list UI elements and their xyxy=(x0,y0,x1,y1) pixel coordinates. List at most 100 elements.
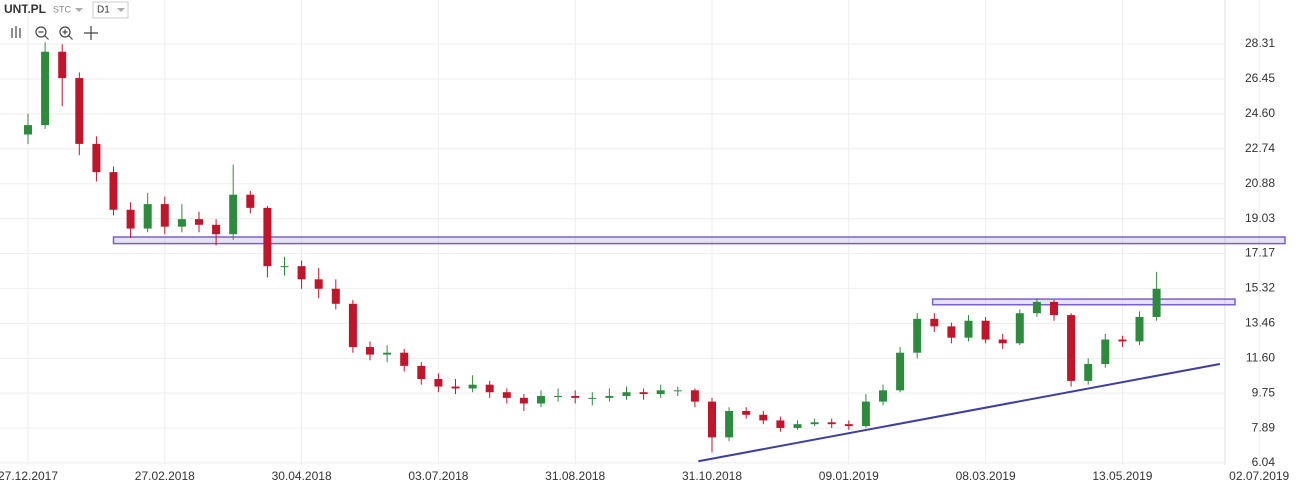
zone xyxy=(112,236,1286,245)
candle-body xyxy=(742,411,751,415)
candle-body xyxy=(451,386,460,389)
candle-body xyxy=(656,390,665,395)
candle-body xyxy=(622,392,631,396)
candle-body xyxy=(263,207,272,267)
tool-icons[interactable] xyxy=(11,26,98,40)
y-tick-label: 11.60 xyxy=(1246,351,1275,365)
candle-body xyxy=(177,219,186,227)
candle-body xyxy=(605,395,614,398)
x-tick-label: 31.08.2018 xyxy=(545,469,605,483)
candle-body xyxy=(725,411,734,438)
y-tick-label: 26.45 xyxy=(1245,71,1275,85)
candle-body xyxy=(1118,339,1127,342)
candle-body xyxy=(930,318,939,327)
candle-body xyxy=(24,125,32,135)
candle-body xyxy=(485,384,494,393)
interval-box[interactable] xyxy=(92,1,129,19)
candle-body xyxy=(434,379,443,387)
candle-body xyxy=(41,51,50,126)
candle-body xyxy=(109,172,118,210)
candle-body xyxy=(75,78,84,144)
candle-body xyxy=(554,395,563,397)
candle-body xyxy=(297,266,306,280)
candle-body xyxy=(1152,288,1161,317)
x-tick-label: 31.10.2018 xyxy=(682,469,742,483)
y-tick-label: 24.60 xyxy=(1245,106,1275,120)
candle-body xyxy=(195,219,203,225)
candle-body xyxy=(160,204,169,227)
candle-body xyxy=(759,414,768,421)
candle-body xyxy=(417,365,426,380)
candle-body xyxy=(1135,316,1144,342)
candle-body xyxy=(468,384,477,389)
candle-body xyxy=(280,266,289,268)
candle-body xyxy=(383,352,392,355)
candle-body xyxy=(981,320,990,340)
candle-body xyxy=(690,390,699,402)
candle-body xyxy=(143,204,152,229)
candle-body xyxy=(588,397,597,399)
x-tick-label: 30.04.2018 xyxy=(272,469,332,483)
candle-body xyxy=(348,303,357,348)
candle-body xyxy=(810,422,819,425)
candle-body xyxy=(1084,363,1093,381)
y-tick-label: 28.31 xyxy=(1245,36,1275,50)
candle-body xyxy=(58,51,67,79)
candle-body xyxy=(314,279,323,289)
candle-body xyxy=(502,392,511,398)
candle-body xyxy=(793,424,802,428)
trendline xyxy=(698,363,1221,463)
candle-body xyxy=(827,422,836,425)
candle-body xyxy=(519,397,528,404)
x-tick-label: 27.12.2017 xyxy=(0,469,58,483)
candle-body xyxy=(1050,301,1058,316)
candle-body xyxy=(947,326,956,338)
zone xyxy=(931,298,1236,306)
x-tick-label: 27.02.2018 xyxy=(135,469,195,483)
candle-body xyxy=(998,339,1007,344)
y-tick-label: 22.74 xyxy=(1245,141,1275,155)
market[interactable]: STC xyxy=(53,4,72,14)
candle-body xyxy=(229,194,238,235)
candle-body xyxy=(673,390,682,392)
candle-body xyxy=(331,288,340,304)
y-tick-label: 19.03 xyxy=(1245,211,1275,225)
candle-body xyxy=(92,143,101,173)
x-tick-label: 02.07.2019 xyxy=(1229,469,1289,483)
dropdown-arrow[interactable] xyxy=(75,8,83,12)
candle-body xyxy=(896,352,905,391)
x-tick-label: 08.03.2019 xyxy=(956,469,1016,483)
candle-body xyxy=(964,320,973,338)
candle-body xyxy=(1101,339,1110,364)
toolbar: UNT.PL STC D1 xyxy=(4,1,129,40)
y-tick-label: 13.46 xyxy=(1245,316,1275,330)
candle-body xyxy=(571,395,580,398)
y-tick-label: 15.32 xyxy=(1245,281,1275,295)
symbol[interactable]: UNT.PL xyxy=(4,2,46,16)
dropdown-arrow[interactable] xyxy=(117,8,125,12)
y-tick-label: 17.17 xyxy=(1245,246,1275,260)
candle-body xyxy=(212,224,221,235)
y-tick-label: 6.04 xyxy=(1252,455,1276,469)
y-tick-label: 7.89 xyxy=(1252,420,1276,434)
candle-body xyxy=(844,424,853,427)
candle-body xyxy=(708,401,716,438)
candle-body xyxy=(1015,313,1024,344)
x-tick-label: 03.07.2018 xyxy=(408,469,468,483)
interval[interactable]: D1 xyxy=(97,5,110,16)
candle-body xyxy=(879,390,887,402)
candle-body xyxy=(861,401,870,427)
candle-body xyxy=(400,352,409,366)
candle-body xyxy=(639,392,648,395)
x-tick-label: 09.01.2019 xyxy=(819,469,879,483)
candle-body xyxy=(537,395,545,404)
y-tick-label: 9.75 xyxy=(1252,385,1276,399)
candle-body xyxy=(776,420,785,428)
candle-body xyxy=(126,209,135,229)
candle-body xyxy=(1032,301,1041,314)
candle-body xyxy=(913,318,922,353)
candle-body xyxy=(246,194,255,208)
candle-body xyxy=(366,347,374,355)
candle-body xyxy=(1067,315,1076,381)
